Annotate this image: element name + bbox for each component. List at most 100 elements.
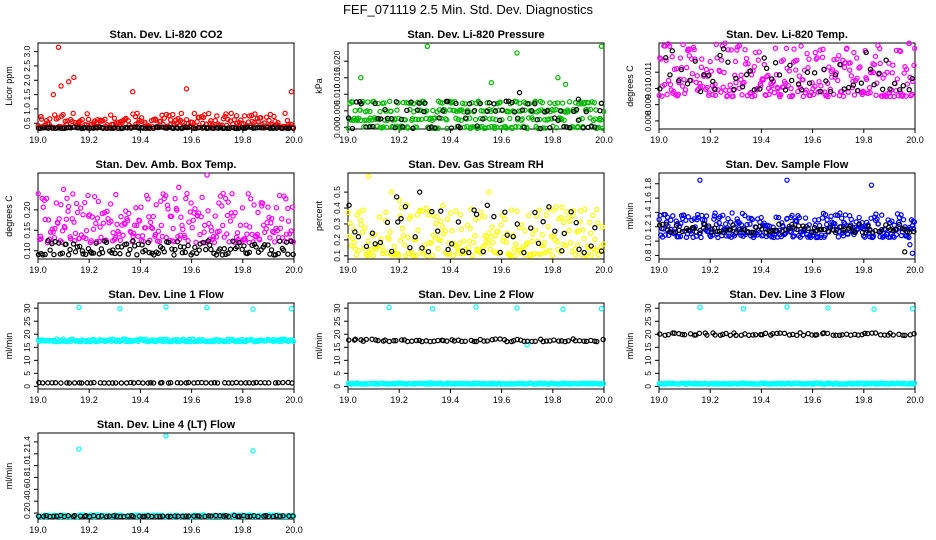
data-point: [864, 330, 871, 337]
data-point: [713, 41, 719, 48]
data-point: [91, 379, 97, 386]
data-point: [444, 338, 450, 344]
y-tick-label: 20: [643, 329, 653, 339]
data-point: [183, 86, 190, 92]
data-point: [484, 202, 491, 208]
x-tick-label: 19.0: [650, 135, 668, 145]
data-point: [98, 234, 104, 241]
data-point: [424, 43, 431, 50]
x-tick-label: 19.2: [80, 395, 98, 405]
data-point: [68, 125, 74, 131]
data-point: [659, 93, 665, 99]
data-point: [857, 64, 863, 70]
data-point: [77, 243, 83, 250]
data-point: [704, 84, 710, 91]
data-point: [889, 218, 895, 224]
data-point: [130, 513, 136, 520]
data-point: [847, 60, 853, 66]
data-point: [432, 125, 438, 131]
data-point: [731, 86, 737, 93]
data-point: [900, 332, 906, 338]
data-point: [574, 242, 581, 248]
data-point: [703, 66, 710, 73]
data-point: [88, 380, 94, 386]
y-tick-label: 10: [22, 355, 32, 365]
data-point: [405, 234, 411, 241]
data-point: [216, 200, 222, 206]
data-point: [198, 213, 204, 220]
data-point: [223, 111, 229, 117]
data-point: [474, 123, 480, 129]
data-point: [60, 186, 67, 193]
data-point: [524, 125, 530, 132]
data-point: [581, 249, 587, 256]
data-point: [497, 336, 503, 342]
y-tick-label: 1.2: [643, 221, 653, 233]
data-point: [254, 231, 260, 238]
data-point: [195, 210, 202, 216]
data-point: [862, 330, 868, 337]
data-point: [276, 192, 283, 199]
data-point: [114, 221, 120, 228]
data-point: [250, 306, 256, 312]
data-point: [267, 235, 273, 241]
data-point: [248, 196, 254, 202]
data-point: [813, 332, 820, 338]
data-point: [575, 117, 582, 123]
data-point: [718, 89, 724, 95]
data-point: [657, 86, 663, 92]
data-point: [806, 56, 812, 62]
data-point: [408, 99, 414, 105]
data-point: [599, 125, 606, 131]
data-point: [158, 198, 164, 204]
data-point: [809, 229, 815, 235]
data-point: [357, 217, 364, 224]
data-point: [822, 211, 829, 218]
data-point: [863, 229, 869, 236]
data-point: [366, 124, 373, 130]
data-point: [566, 99, 573, 105]
data-point: [79, 248, 86, 254]
data-point: [427, 209, 433, 215]
data-point: [190, 217, 196, 223]
data-point: [565, 108, 571, 115]
data-point: [270, 125, 276, 132]
data-point: [252, 111, 258, 117]
data-point: [703, 213, 710, 219]
data-point: [902, 332, 908, 338]
data-point: [50, 91, 57, 98]
data-point: [522, 227, 528, 234]
data-point: [225, 250, 231, 256]
data-point: [178, 380, 184, 386]
data-point: [275, 380, 281, 386]
data-point: [876, 70, 882, 76]
data-point: [499, 107, 505, 113]
data-point: [414, 212, 421, 218]
data-point: [750, 229, 757, 236]
data-point: [127, 379, 134, 386]
data-point: [392, 124, 398, 131]
data-point: [208, 513, 214, 519]
data-point: [542, 109, 548, 115]
data-point: [288, 228, 294, 234]
data-point: [751, 87, 757, 93]
data-point: [122, 124, 129, 131]
data-point: [90, 250, 97, 256]
data-point: [163, 433, 169, 439]
data-point: [222, 195, 229, 202]
data-point: [412, 236, 419, 243]
data-point: [835, 77, 841, 84]
data-point: [185, 238, 191, 244]
data-point: [448, 125, 455, 131]
data-point: [89, 214, 95, 220]
data-point: [669, 54, 675, 60]
data-point: [277, 513, 283, 519]
data-point: [70, 241, 77, 247]
data-point: [174, 238, 181, 245]
data-point: [363, 243, 370, 250]
data-point: [270, 338, 277, 345]
y-tick-label: 0.4: [332, 202, 342, 214]
data-point: [871, 61, 878, 68]
data-point: [911, 331, 917, 337]
